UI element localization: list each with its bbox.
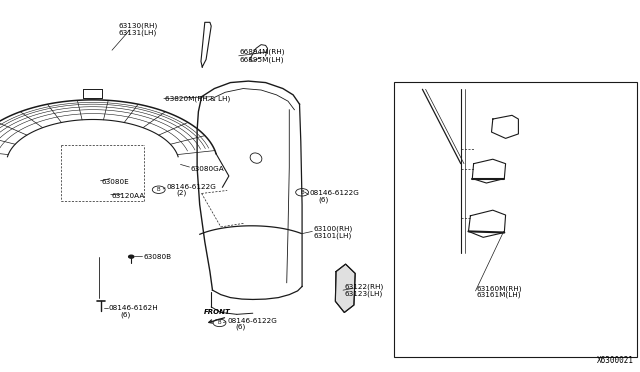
Bar (394, 82, 637, 357)
Text: 08146-6122G: 08146-6122G (227, 318, 277, 324)
Text: 63080E: 63080E (101, 179, 129, 185)
Text: 63122(RH): 63122(RH) (344, 284, 383, 291)
Text: 66894M(RH): 66894M(RH) (240, 49, 285, 55)
Text: 63080GA: 63080GA (191, 166, 225, 172)
Circle shape (461, 167, 468, 171)
Circle shape (129, 255, 134, 258)
Text: 63101(LH): 63101(LH) (314, 232, 352, 239)
Text: 63120AA: 63120AA (112, 193, 145, 199)
Text: B: B (218, 320, 221, 326)
Text: 63123(LH): 63123(LH) (344, 291, 383, 297)
Text: 08146-6162H: 08146-6162H (109, 305, 159, 311)
Text: 63820M(RH & LH): 63820M(RH & LH) (165, 95, 230, 102)
Text: 08146-6122G: 08146-6122G (310, 190, 360, 196)
Text: B: B (157, 187, 161, 192)
Text: 63131(LH): 63131(LH) (118, 29, 157, 36)
Text: FRONT: FRONT (204, 310, 231, 315)
Text: B: B (300, 190, 304, 195)
Text: 63160M(RH): 63160M(RH) (477, 285, 522, 292)
Polygon shape (335, 264, 355, 312)
Text: (6): (6) (318, 196, 328, 203)
Text: 66895M(LH): 66895M(LH) (240, 56, 285, 63)
Text: 63130(RH): 63130(RH) (118, 23, 157, 29)
Text: X6300021: X6300021 (596, 356, 634, 365)
Text: (6): (6) (236, 324, 246, 330)
Text: 63100(RH): 63100(RH) (314, 225, 353, 232)
Text: 63080B: 63080B (143, 254, 172, 260)
Text: 08146-6122G: 08146-6122G (166, 184, 216, 190)
Text: (6): (6) (120, 311, 131, 318)
Text: 63161M(LH): 63161M(LH) (477, 292, 522, 298)
Text: (2): (2) (176, 190, 186, 196)
